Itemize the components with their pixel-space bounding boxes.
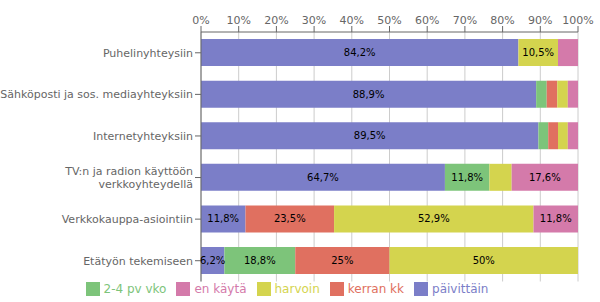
svg-text:64,7%: 64,7% [307,172,339,183]
html-text:2-4 pv vko: 2-4 pv vko [103,281,167,296]
svg-text:84,2%: 84,2% [344,47,376,58]
svg-text:6,2%: 6,2% [200,255,225,266]
svg-text:50%: 50% [377,14,401,27]
svg-text:52,9%: 52,9% [418,213,450,224]
html-text:harvoin: harvoin [274,281,320,296]
svg-text:88,9%: 88,9% [353,89,385,100]
svg-text:80%: 80% [490,14,514,27]
svg-text:11,8%: 11,8% [540,213,572,224]
svg-text:10,5%: 10,5% [522,47,554,58]
svg-text:70%: 70% [453,14,477,27]
html-text:kerran kk: kerran kk [347,281,404,296]
svg-text:Puhelinyhteysiin: Puhelinyhteysiin [103,47,193,60]
svg-text:89,5%: 89,5% [354,130,386,141]
svg-text:23,5%: 23,5% [274,213,306,224]
svg-text:100%: 100% [562,14,592,27]
svg-text:Internetyhteyksiin: Internetyhteyksiin [93,130,193,143]
svg-text:Verkkokauppa-asiointiin: Verkkokauppa-asiointiin [62,213,193,226]
svg-text:11,8%: 11,8% [207,213,239,224]
svg-text:90%: 90% [528,14,552,27]
html-text:päivittäin: päivittäin [432,281,489,296]
svg-text:18,8%: 18,8% [244,255,276,266]
svg-text:10%: 10% [226,14,250,27]
svg-text:20%: 20% [264,14,288,27]
svg-text:Etätyön tekemiseen: Etätyön tekemiseen [83,255,193,268]
svg-text:40%: 40% [340,14,364,27]
svg-text:11,8%: 11,8% [451,172,483,183]
svg-text:17,6%: 17,6% [529,172,561,183]
html-text:en käytä: en käytä [194,281,247,296]
svg-text:25%: 25% [331,255,353,266]
svg-text:30%: 30% [302,14,326,27]
svg-text:TV:n ja radion käyttöönverkkoy: TV:n ja radion käyttöönverkkoyhteydellä [64,165,193,191]
svg-text:60%: 60% [415,14,439,27]
svg-text:Sähköposti ja sos. mediayhteyk: Sähköposti ja sos. mediayhteyksiin [8,88,193,101]
svg-text:50%: 50% [473,255,495,266]
svg-text:0%: 0% [192,14,209,27]
